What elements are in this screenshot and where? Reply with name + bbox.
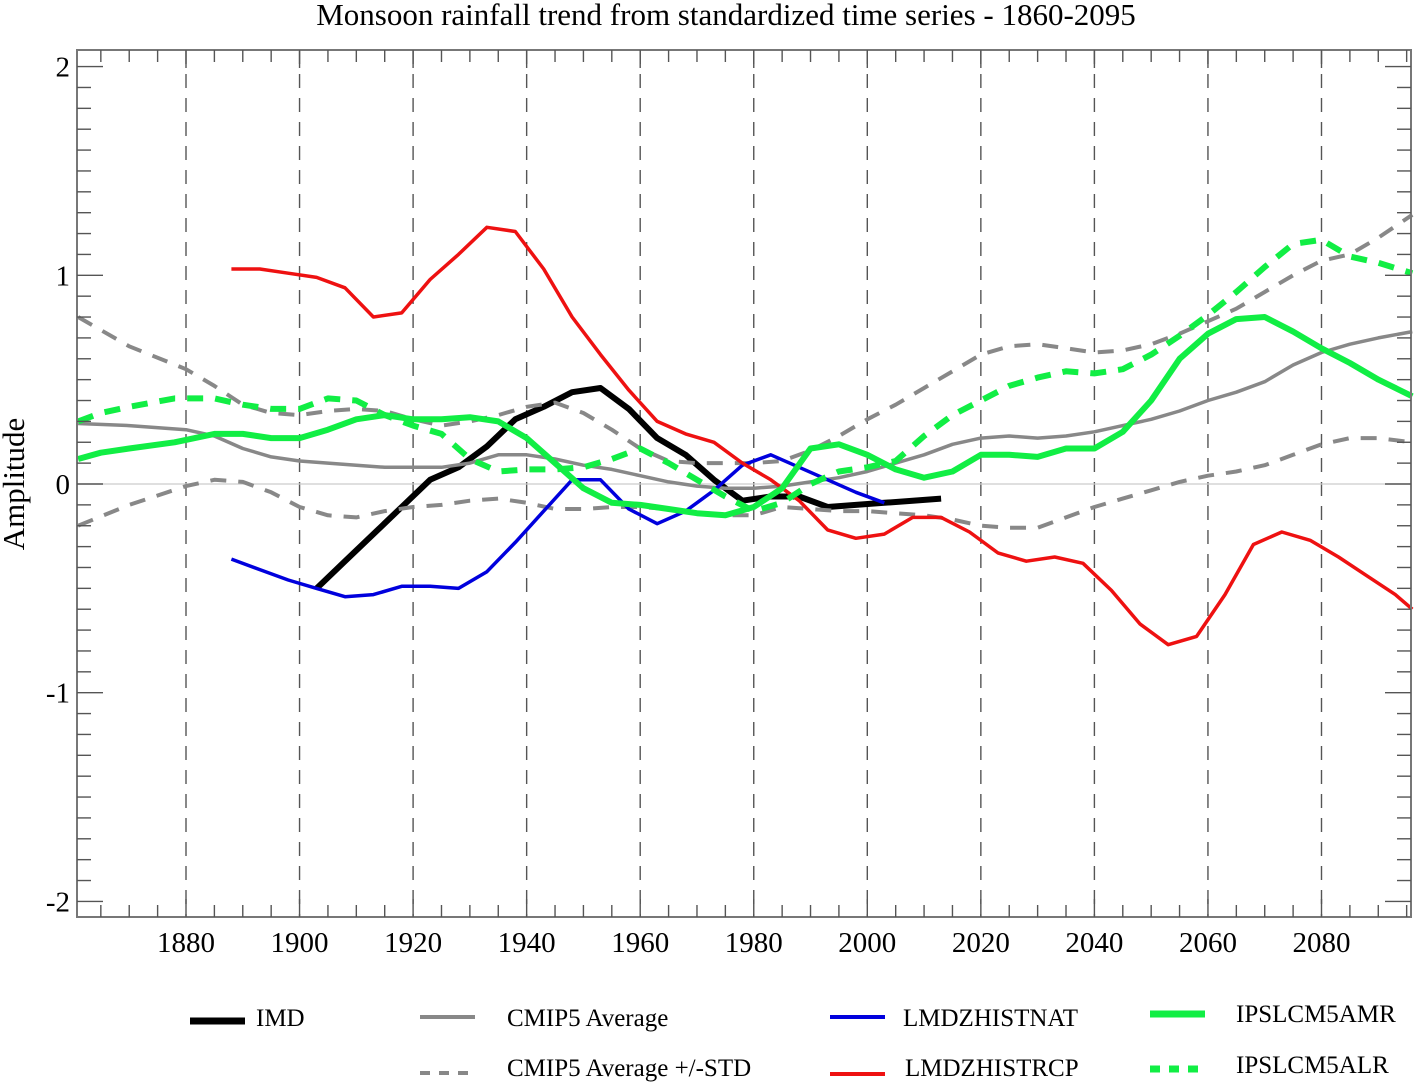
legend-item: IPSLCM5AMR (1150, 1001, 1396, 1028)
series-line-cmip5-average-std (77, 436, 1413, 530)
series-lines (77, 213, 1414, 647)
legend-label: LMDZHISTRCP (905, 1055, 1079, 1082)
series-line-lmdzhistnat (230, 453, 885, 599)
x-tick-label: 1980 (725, 927, 783, 959)
legend-label: CMIP5 Average (507, 1005, 668, 1032)
y-tick-label: -2 (46, 886, 70, 918)
legend-item: IPSLCM5ALR (1150, 1052, 1389, 1079)
legend-label: CMIP5 Average +/-STD (507, 1055, 751, 1082)
x-tick-label: 2060 (1179, 927, 1237, 959)
legend-label: IMD (256, 1005, 305, 1032)
series-line-lmdzhistrcp (231, 225, 1414, 647)
legend-item: IMD (190, 1005, 305, 1032)
chart-title: Monsoon rainfall trend from standardized… (316, 0, 1136, 32)
x-tick-label: 2020 (952, 927, 1010, 959)
x-tick-label: 1940 (498, 927, 556, 959)
legend-item: LMDZHISTNAT (830, 1005, 1078, 1032)
legend-item: LMDZHISTRCP (830, 1055, 1079, 1082)
x-tick-label: 1880 (157, 927, 215, 959)
x-tick-label: 1900 (271, 927, 329, 959)
y-tick-label: 0 (56, 469, 71, 501)
series-line-ipslcm5amr (77, 314, 1414, 519)
y-axis-label: Amplitude (0, 418, 31, 551)
x-tick-label: 2000 (838, 927, 896, 959)
axes: 1880 1900 1920 1940 1960 1980 2000 2020 2040 2060… (46, 49, 1412, 959)
legend-item: CMIP5 Average (420, 1005, 668, 1032)
series-line-ipslcm5alr (77, 236, 1414, 515)
x-tick-label: 2040 (1065, 927, 1123, 959)
series-line-cmip5-average-std (77, 213, 1414, 466)
legend-label: LMDZHISTNAT (903, 1005, 1078, 1032)
legend: IMD CMIP5 Average LMDZHISTNAT IPSLCM5AMR CMI… (190, 1001, 1396, 1082)
x-tick-label: 1960 (611, 927, 669, 959)
legend-label: IPSLCM5ALR (1236, 1052, 1389, 1079)
y-tick-label: 2 (56, 52, 71, 84)
x-tick-label: 1920 (384, 927, 442, 959)
legend-label: IPSLCM5AMR (1236, 1001, 1396, 1028)
legend-item: CMIP5 Average +/-STD (420, 1055, 751, 1082)
y-tick-label: 1 (56, 260, 71, 292)
series-line-imd (314, 385, 942, 591)
grid (77, 50, 1411, 917)
x-tick-label: 2080 (1293, 927, 1351, 959)
series-line-cmip5-average (78, 329, 1413, 490)
y-tick-label: -1 (46, 678, 70, 710)
